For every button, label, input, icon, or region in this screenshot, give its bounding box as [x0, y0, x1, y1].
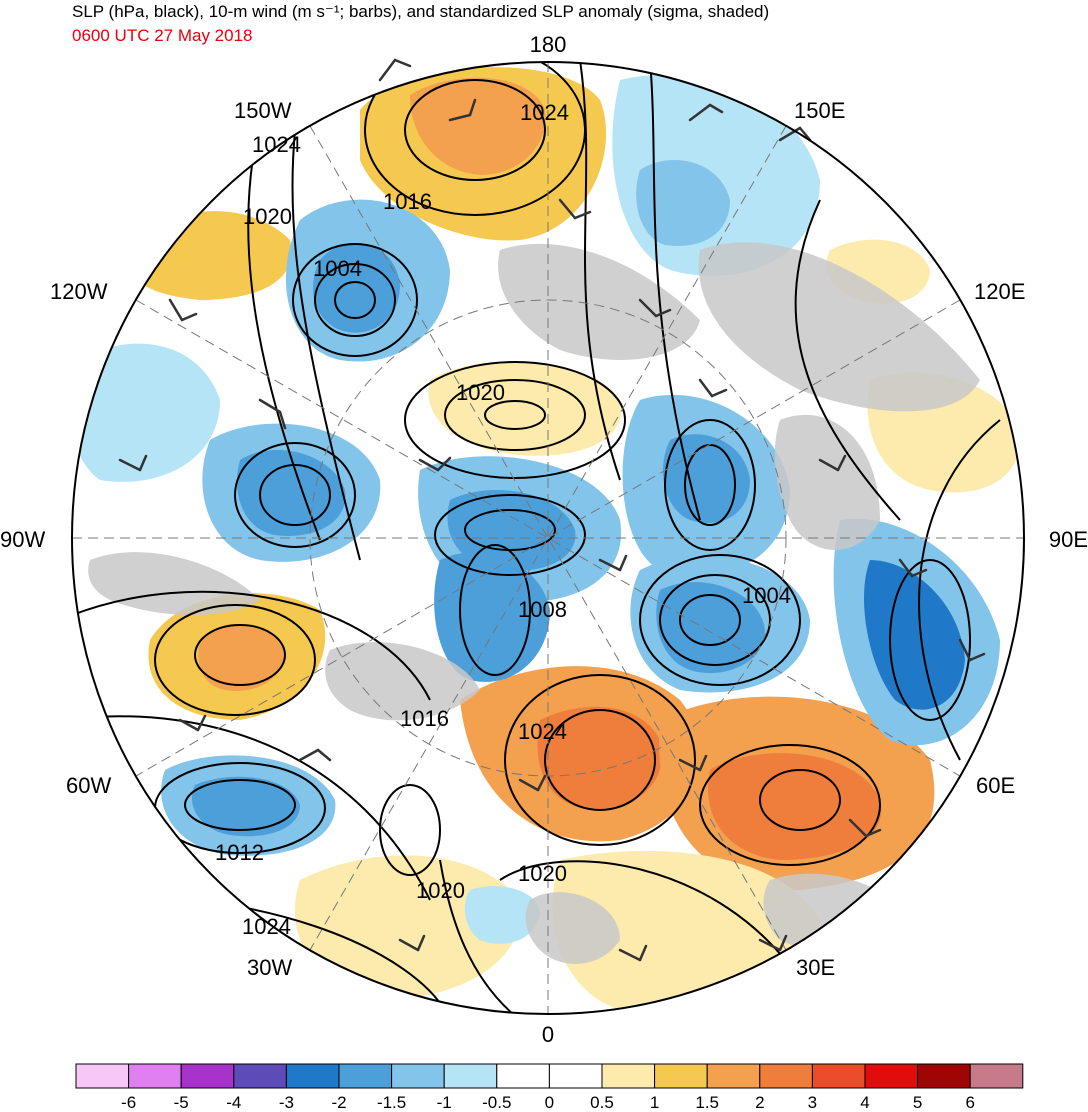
colorbar-swatch	[180, 1063, 235, 1089]
lon-label-60w: 60W	[66, 773, 111, 798]
colorbar-tick-label: -3	[279, 1093, 294, 1112]
colorbar-swatch	[233, 1063, 287, 1089]
contour-label: 1012	[215, 840, 264, 865]
contour-label: 1020	[456, 380, 505, 405]
contour-label: 1020	[518, 861, 567, 886]
wind-barbs	[118, 58, 986, 962]
contour-label: 1024	[520, 100, 569, 125]
colorbar-swatch	[864, 1063, 919, 1089]
contour-label-group: 1024 1024 1016 1020 1004 1020 1004 1008 …	[215, 100, 791, 939]
contour-label: 1004	[313, 256, 362, 281]
map-boundary	[71, 61, 1025, 1015]
slp-contours	[72, 62, 1001, 1014]
colorbar-tick-label: 1	[650, 1093, 659, 1112]
contour-label: 1020	[416, 878, 465, 903]
colorbar-tick-label: -2	[331, 1093, 346, 1112]
lon-label-120w: 120W	[50, 279, 108, 304]
lon-label-150e: 150E	[794, 98, 845, 123]
contour-label: 1020	[243, 204, 292, 229]
colorbar-swatch	[548, 1063, 603, 1089]
contour-label: 1016	[400, 706, 449, 731]
colorbar-tick-label: -5	[174, 1093, 189, 1112]
colorbar-swatch	[338, 1063, 393, 1089]
contour-label: 1004	[742, 583, 791, 608]
colorbar-tick-label: -0.5	[482, 1093, 511, 1112]
contour-label: 1016	[383, 189, 432, 214]
colorbar-swatch	[706, 1063, 761, 1089]
colorbar-swatch	[654, 1063, 708, 1089]
anomaly-colorbar: -6 -5 -4 -3 -2 -1.5 -1 -0.5 0 0.5 1 1.5 2 3 4 5 6	[75, 1063, 1024, 1112]
colorbar-tick-label: 4	[860, 1093, 869, 1112]
contour-label: 1024	[252, 132, 301, 157]
colorbar-tick-label: 5	[913, 1093, 922, 1112]
colorbar-tick-label: -4	[226, 1093, 241, 1112]
contour-label: 1024	[242, 914, 291, 939]
lon-label-150w: 150W	[234, 98, 292, 123]
map-valid-time: 0600 UTC 27 May 2018	[72, 26, 253, 45]
colorbar-tick-label: 3	[808, 1093, 817, 1112]
lon-label-90e: 90E	[1049, 527, 1088, 552]
colorbar-tick-label: -1.5	[377, 1093, 406, 1112]
colorbar-tick-label: -6	[121, 1093, 136, 1112]
colorbar-swatch	[811, 1063, 866, 1089]
map-title: SLP (hPa, black), 10-m wind (m s⁻¹; barb…	[72, 2, 770, 21]
colorbar-swatch	[285, 1063, 340, 1089]
colorbar-tick-label: 1.5	[695, 1093, 719, 1112]
lon-label-180: 180	[530, 32, 567, 57]
longitude-labels: 180 0 90W 90E 150W 120W 150E 120E 60W 30…	[0, 32, 1088, 1047]
colorbar-tick-label: 0	[545, 1093, 554, 1112]
colorbar-swatch	[969, 1063, 1024, 1089]
colorbar-swatch	[917, 1063, 971, 1089]
lon-label-120e: 120E	[974, 279, 1025, 304]
colorbar-swatch	[601, 1063, 656, 1089]
colorbar-swatch	[128, 1063, 182, 1089]
lon-label-60e: 60E	[976, 773, 1015, 798]
colorbar-swatch	[443, 1063, 498, 1089]
colorbar-tick-label: 0.5	[590, 1093, 614, 1112]
colorbar-tick-label: 2	[755, 1093, 764, 1112]
lon-label-90w: 90W	[0, 527, 45, 552]
colorbar-tick-label: -1	[437, 1093, 452, 1112]
contour-label: 1008	[518, 597, 567, 622]
colorbar-swatch	[75, 1063, 130, 1089]
colorbar-tick-label: 6	[965, 1093, 974, 1112]
lon-label-0: 0	[542, 1022, 554, 1047]
colorbar-swatch	[759, 1063, 813, 1089]
colorbar-swatch	[496, 1063, 550, 1089]
lon-label-30e: 30E	[796, 955, 835, 980]
colorbar-swatch	[391, 1063, 445, 1089]
contour-label: 1024	[518, 719, 567, 744]
lon-label-30w: 30W	[247, 955, 292, 980]
graticule	[72, 62, 1024, 1014]
